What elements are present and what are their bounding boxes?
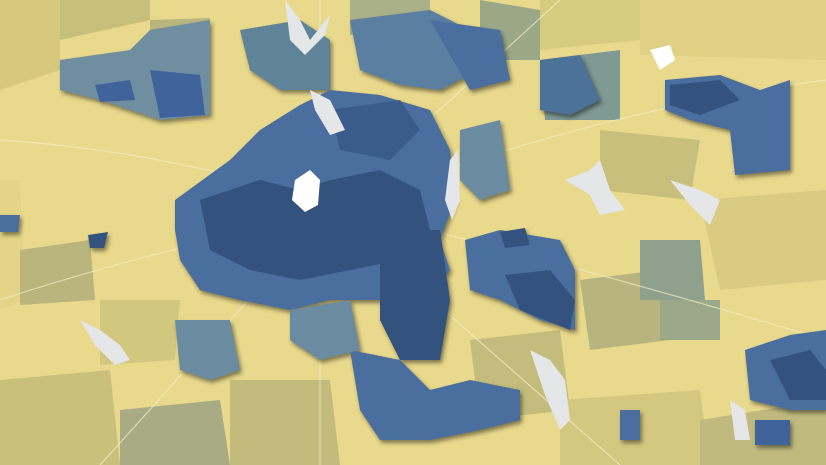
water-bodies [80,0,750,440]
high-value-tracts [0,10,826,445]
